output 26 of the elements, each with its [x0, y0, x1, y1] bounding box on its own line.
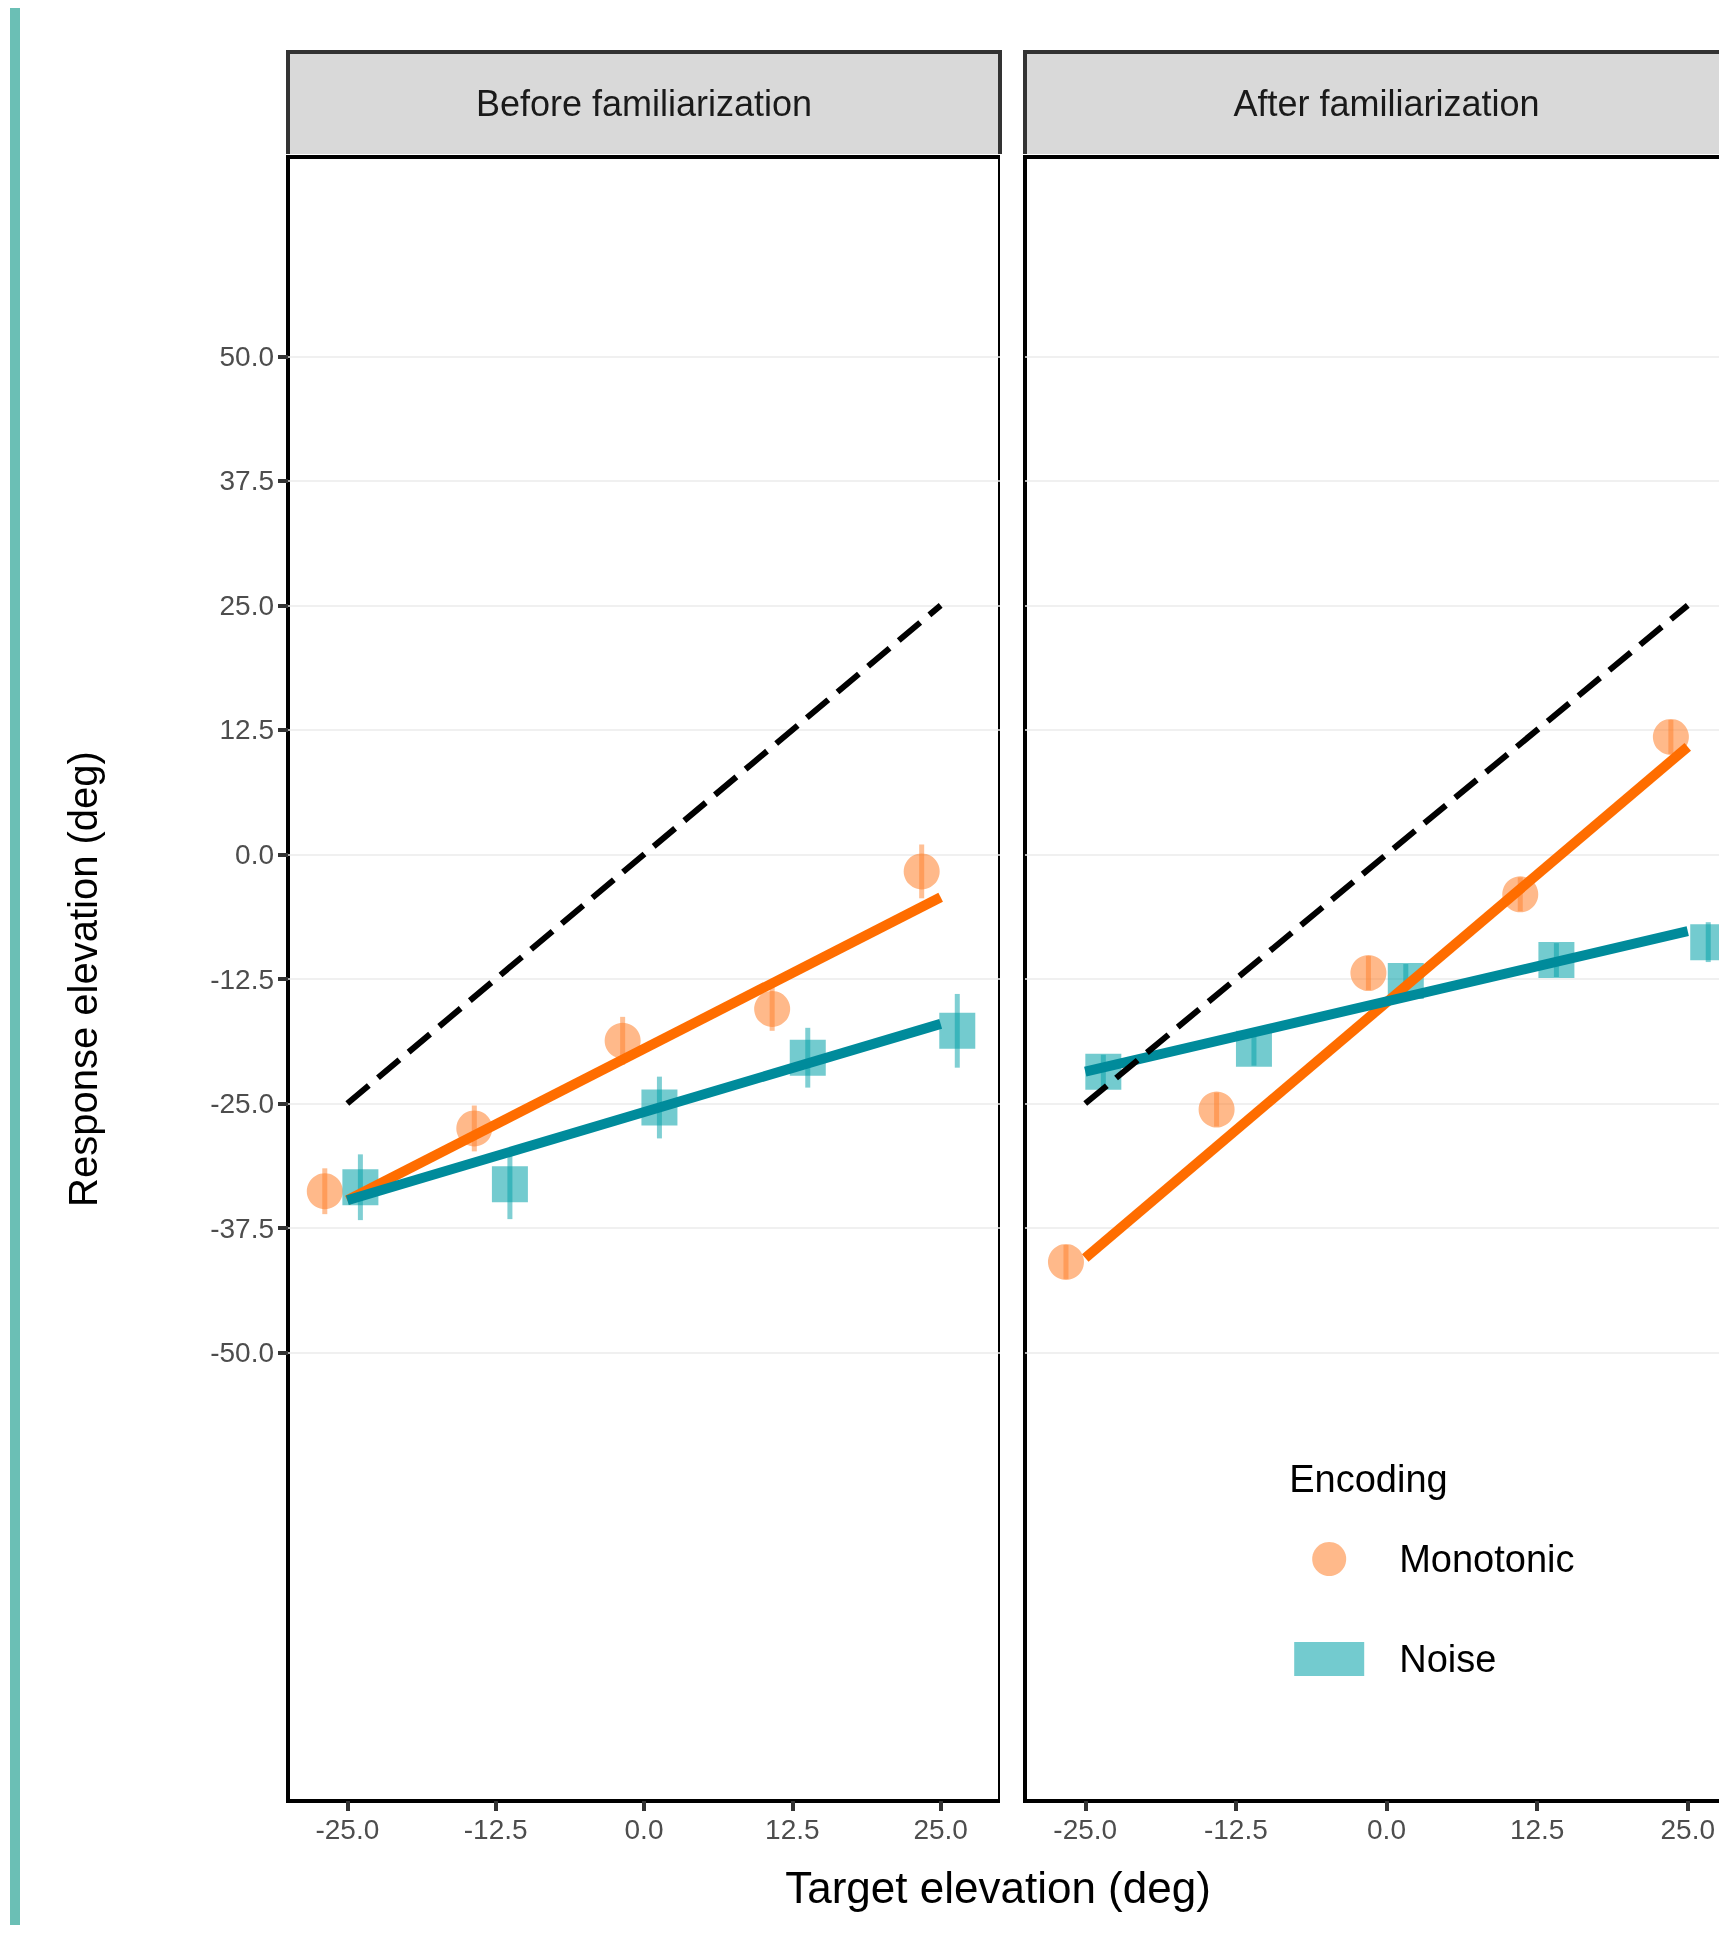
x-tick-label: 0.0: [1367, 1813, 1406, 1845]
legend-label: Monotonic: [1399, 1538, 1575, 1580]
x-tick-label: -12.5: [1203, 1813, 1268, 1845]
y-tick-label: -12.5: [210, 963, 274, 995]
x-tick-label: 25.0: [1660, 1813, 1715, 1845]
y-tick-label: -37.5: [210, 1212, 274, 1244]
x-tick-label: 0.0: [624, 1813, 664, 1845]
legend-label: Noise: [1399, 1638, 1497, 1680]
legend-title: Encoding: [1289, 1458, 1448, 1500]
y-tick-label: 37.5: [219, 465, 274, 497]
x-tick-label: 12.5: [765, 1813, 820, 1845]
x-axis-title: Target elevation (deg): [784, 1863, 1212, 1913]
y-tick-label: 0.0: [235, 838, 274, 870]
x-tick-label: -12.5: [463, 1813, 528, 1845]
chart-title: After familiarization: [1232, 82, 1541, 126]
chart-title: Before familiarization: [286, 50, 1002, 154]
x-tick-label: -25.0: [315, 1813, 380, 1845]
y-axis-title: Response elevation (deg): [61, 751, 105, 1207]
y-tick-label: -50.0: [210, 1337, 274, 1369]
y-tick-label: 50.0: [219, 340, 274, 372]
y-tick-label: 12.5: [219, 714, 274, 746]
x-tick-label: 12.5: [1509, 1813, 1565, 1845]
x-tick-label: -25.0: [1053, 1813, 1118, 1845]
x-tick-label: 25.0: [913, 1813, 968, 1845]
y-tick-label: 25.0: [219, 589, 274, 621]
y-tick-label: -25.0: [210, 1088, 274, 1120]
